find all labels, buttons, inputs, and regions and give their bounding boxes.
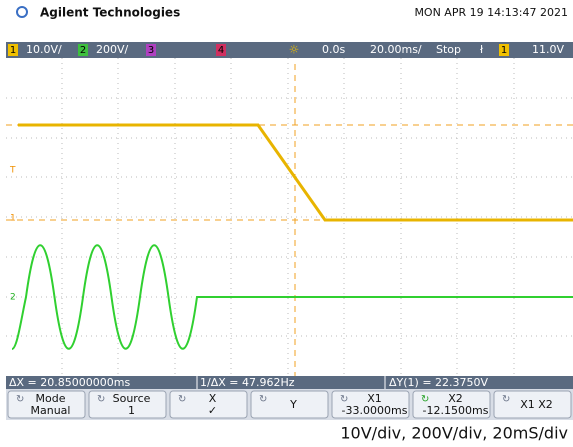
softkey[interactable]: ↻ X2-12.1500ms [412,390,491,419]
softkey-title: Y [289,398,297,411]
softkey-face [493,390,572,419]
softkey-face [169,390,248,419]
trigger-slope: ł [480,43,484,56]
brand: Agilent Technologies [40,6,180,20]
softkey-value: -12.1500ms [423,404,489,417]
trig-src-badge [499,44,509,56]
delay: 0.0s [322,43,345,56]
softkey[interactable]: ↻ X1 X2 [493,390,572,419]
softkey-icon: ↻ [178,394,186,405]
ch2-marker: 2 [10,293,16,303]
softkey-value: 1 [128,404,135,417]
ch2-label: 2 [80,45,86,56]
ch2-scale: 200V/ [96,43,129,56]
softkey-value: ✓ [208,404,217,417]
softkey-face [412,390,491,419]
ch4-badge [216,44,226,56]
trig-src: 1 [501,45,507,56]
softkey-face [7,390,86,419]
datetime: MON APR 19 14:13:47 2021 [414,6,568,19]
softkey-title: X [209,392,217,405]
softkey-face [250,390,329,419]
softkey-title: X2 [448,392,463,405]
caption: 10V/div, 200V/div, 20mS/div [340,424,568,443]
ch1-marker: 1 [10,214,16,224]
trigger-marker: T [9,166,16,176]
dy-readout: ΔY(1) = 22.3750V [389,376,489,389]
softkey-icon: ↻ [16,394,24,405]
softkey-title: Source [113,392,151,405]
readout-bar [6,376,573,389]
softkey-icon: ↻ [259,394,267,405]
cursors [6,64,573,376]
softkey-face [88,390,167,419]
logo [16,6,28,18]
screen [6,58,573,376]
softkey-icon: ↻ [421,394,429,405]
softkey-icon: ↻ [340,394,348,405]
trig-level: 11.0V [532,43,564,56]
dx-readout: ΔX = 20.85000000ms [9,376,130,389]
grid [6,58,573,376]
ch2-badge [78,44,88,56]
softkey-title: X1 [367,392,382,405]
ch1-scale: 10.0V/ [26,43,62,56]
softkey[interactable]: ↻ X✓ [169,390,248,419]
run-state: Stop [436,43,461,56]
ch3-label: 3 [148,45,154,56]
ch3-badge [146,44,156,56]
softkey-title: Mode [36,392,66,405]
trigger-icon: ☼ [289,43,300,57]
softkey-face [331,390,410,419]
softkey-value: -33.0000ms [342,404,408,417]
softkey-icon: ↻ [502,394,510,405]
softkey[interactable]: ↻ Y [250,390,329,419]
softkey-icon: ↻ [97,394,105,405]
ch4-label: 4 [218,45,224,56]
softkey-title: X1 X2 [520,398,553,411]
inv-dx-readout: 1/ΔX = 47.962Hz [200,376,295,389]
ch1-badge [8,44,18,56]
softkey[interactable]: ↻ X1-33.0000ms [331,390,410,419]
softkey-value: Manual [31,404,71,417]
ch1-trace [18,123,573,222]
ch1-label: 1 [10,45,16,56]
ch2-trace [11,244,573,350]
timebase: 20.00ms/ [370,43,422,56]
